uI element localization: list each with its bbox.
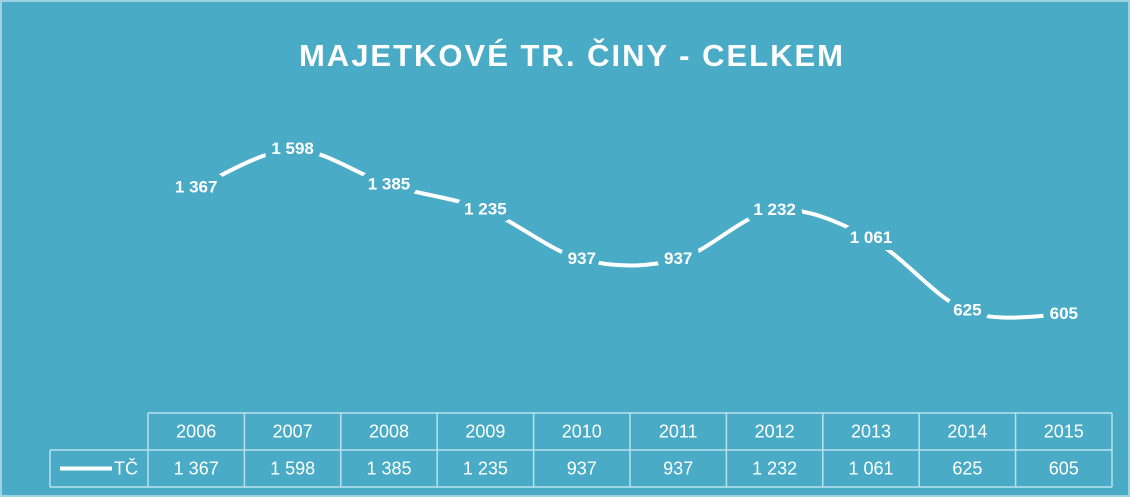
x-tick-label: 2013: [851, 421, 891, 441]
x-tick-label: 2014: [947, 421, 987, 441]
data-label: 1 385: [368, 174, 411, 193]
data-label: 1 598: [271, 139, 314, 158]
table-value: 937: [663, 458, 693, 478]
chart-title: MAJETKOVÉ TR. ČINY - CELKEM: [299, 37, 845, 73]
legend-label: TČ: [114, 457, 138, 478]
data-label: 625: [953, 301, 981, 320]
data-label: 1 235: [464, 199, 507, 218]
table-value: 937: [567, 458, 597, 478]
line: [195, 147, 1064, 320]
data-label: 937: [664, 249, 692, 268]
x-tick-label: 2011: [659, 421, 698, 441]
x-tick-label: 2012: [755, 421, 795, 441]
data-label: 937: [568, 249, 596, 268]
table-value: 1 061: [848, 458, 893, 478]
table-value: 1 598: [270, 458, 315, 478]
x-tick-label: 2008: [369, 421, 409, 441]
x-tick-label: 2009: [465, 421, 505, 441]
data-label: 605: [1050, 304, 1078, 323]
table-value: 1 235: [463, 458, 508, 478]
x-tick-label: 2010: [562, 421, 602, 441]
data-label: 1 232: [753, 200, 796, 219]
table-value: 1 367: [174, 458, 219, 478]
x-tick-label: 2006: [176, 421, 216, 441]
x-tick-label: 2015: [1044, 421, 1084, 441]
table-value: 1 385: [366, 458, 411, 478]
table-value: 605: [1049, 458, 1079, 478]
x-tick-label: 2007: [273, 421, 313, 441]
table-value: 1 232: [752, 458, 797, 478]
data-label: 1 061: [850, 228, 893, 247]
table-value: 625: [952, 458, 982, 478]
data-label: 1 367: [175, 177, 218, 196]
